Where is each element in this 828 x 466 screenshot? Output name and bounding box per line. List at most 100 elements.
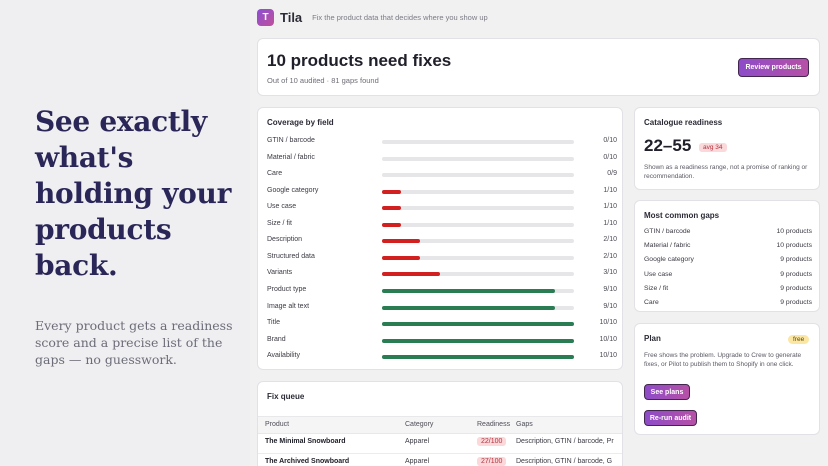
summary-card: 10 products need fixes Out of 10 audited… [257, 38, 820, 96]
gap-count: 9 products [780, 270, 812, 278]
gap-row: GTIN / barcode 10 products [644, 228, 812, 238]
queue-category: Apparel [405, 438, 430, 445]
col-category[interactable]: Category [405, 421, 434, 428]
coverage-bar [382, 239, 574, 244]
coverage-field-label: Use case [267, 203, 297, 211]
gap-row: Use case 9 products [644, 271, 812, 281]
coverage-bar-fill [382, 355, 574, 360]
coverage-value: 10/10 [599, 335, 617, 343]
queue-product[interactable]: The Minimal Snowboard [265, 438, 346, 445]
coverage-row: Brand 10/10 [267, 335, 617, 347]
gap-row: Material / fabric 10 products [644, 242, 812, 252]
coverage-bar-fill [382, 189, 402, 194]
coverage-bar [382, 222, 574, 227]
plan-note: Free shows the problem. Upgrade to Crew … [644, 352, 802, 368]
rerun-audit-button[interactable]: Re-run audit [644, 410, 697, 426]
gap-label: Size / fit [644, 284, 669, 292]
readiness-note: Shown as a readiness range, not a promis… [644, 164, 808, 180]
coverage-field-label: Structured data [267, 252, 315, 260]
coverage-row: Variants 3/10 [267, 268, 617, 280]
coverage-value: 0/9 [607, 170, 617, 178]
coverage-row: Google category 1/10 [267, 186, 617, 198]
readiness-title: Catalogue readiness [644, 118, 723, 127]
gap-row: Size / fit 9 products [644, 285, 812, 295]
coverage-row: Size / fit 1/10 [267, 219, 617, 231]
coverage-value: 1/10 [603, 186, 617, 194]
common-gaps-title: Most common gaps [644, 211, 720, 220]
page-title: 10 products need fixes [267, 51, 452, 70]
col-product[interactable]: Product [265, 421, 290, 428]
coverage-bar-fill [382, 272, 440, 277]
hero: See exactly what's holding your products… [35, 104, 250, 284]
gap-count: 10 products [776, 242, 812, 250]
coverage-value: 0/10 [603, 153, 617, 161]
coverage-value: 3/10 [603, 269, 617, 277]
coverage-field-label: Brand [267, 335, 286, 343]
gap-label: Care [644, 299, 659, 306]
app-logo: T [257, 8, 274, 26]
fix-queue-card: Fix queue Product Category Readiness Gap… [257, 381, 623, 466]
fix-queue-header: Product Category Readiness Gaps [258, 416, 622, 434]
app-tagline: Fix the product data that decides where … [312, 12, 488, 22]
coverage-bar-fill [382, 322, 574, 327]
coverage-bar [382, 173, 574, 178]
coverage-value: 2/10 [603, 252, 617, 260]
queue-category: Apparel [405, 458, 430, 465]
coverage-row: Material / fabric 0/10 [267, 153, 617, 165]
col-readiness[interactable]: Readiness [477, 421, 511, 428]
coverage-row: Availability 10/10 [267, 351, 617, 363]
coverage-bar-fill [382, 305, 555, 310]
coverage-field-label: Description [267, 236, 303, 244]
readiness-avg-badge: avg 34 [699, 143, 727, 152]
gap-label: GTIN / barcode [644, 228, 691, 235]
coverage-field-label: Title [267, 319, 280, 327]
queue-product[interactable]: The Archived Snowboard [265, 458, 350, 465]
coverage-bar-fill [382, 338, 574, 343]
gap-label: Material / fabric [644, 242, 691, 250]
coverage-bar [382, 255, 574, 260]
coverage-row: Image alt text 9/10 [267, 302, 617, 314]
coverage-bar [382, 355, 574, 360]
coverage-row: Description 2/10 [267, 235, 617, 247]
coverage-bar [382, 338, 574, 343]
coverage-row: Product type 9/10 [267, 285, 617, 297]
coverage-bar [382, 140, 574, 144]
readiness-card: Catalogue readiness 22–55 avg 34 Shown a… [634, 107, 820, 190]
coverage-row: GTIN / barcode 0/10 [267, 136, 617, 148]
coverage-bar-fill [382, 239, 421, 244]
see-plans-button[interactable]: See plans [644, 384, 690, 400]
gap-count: 9 products [780, 256, 812, 264]
common-gaps-card: Most common gaps GTIN / barcode 10 produc… [634, 200, 820, 312]
gap-count: 9 products [780, 284, 812, 292]
coverage-value: 10/10 [599, 352, 617, 360]
coverage-bar [382, 206, 574, 211]
coverage-row: Title 10/10 [267, 318, 617, 330]
coverage-value: 10/10 [599, 319, 617, 327]
coverage-bar [382, 156, 574, 161]
coverage-value: 9/10 [603, 302, 617, 310]
coverage-field-label: Variants [267, 269, 293, 277]
gap-label: Google category [644, 256, 694, 264]
coverage-bar [382, 322, 574, 327]
queue-readiness-badge: 27/100 [477, 457, 507, 466]
coverage-bar-fill [382, 222, 402, 227]
plan-card: Plan free Free shows the problem. Upgrad… [634, 323, 820, 435]
coverage-bar-fill [382, 288, 555, 293]
coverage-bar [382, 272, 574, 277]
review-products-button[interactable]: Review products [738, 58, 809, 77]
coverage-value: 9/10 [603, 285, 617, 293]
coverage-card: Coverage by field GTIN / barcode 0/10 Mate… [257, 107, 623, 370]
table-row[interactable]: The Archived Snowboard Apparel 27/100 Descr… [258, 454, 622, 466]
queue-gaps: Description, GTIN / barcode, G [516, 458, 613, 465]
col-gaps[interactable]: Gaps [516, 421, 533, 428]
coverage-field-label: Image alt text [267, 302, 310, 310]
queue-readiness-badge: 22/100 [477, 437, 507, 446]
table-row[interactable]: The Minimal Snowboard Apparel 22/100 Descri… [258, 434, 622, 454]
gap-count: 9 products [780, 299, 812, 306]
coverage-field-label: Care [267, 170, 283, 178]
gap-row: Google category 9 products [644, 256, 812, 266]
readiness-range: 22–55 [644, 136, 692, 155]
coverage-bar-fill [382, 206, 402, 211]
coverage-row: Structured data 2/10 [267, 252, 617, 264]
gap-count: 10 products [776, 228, 812, 235]
